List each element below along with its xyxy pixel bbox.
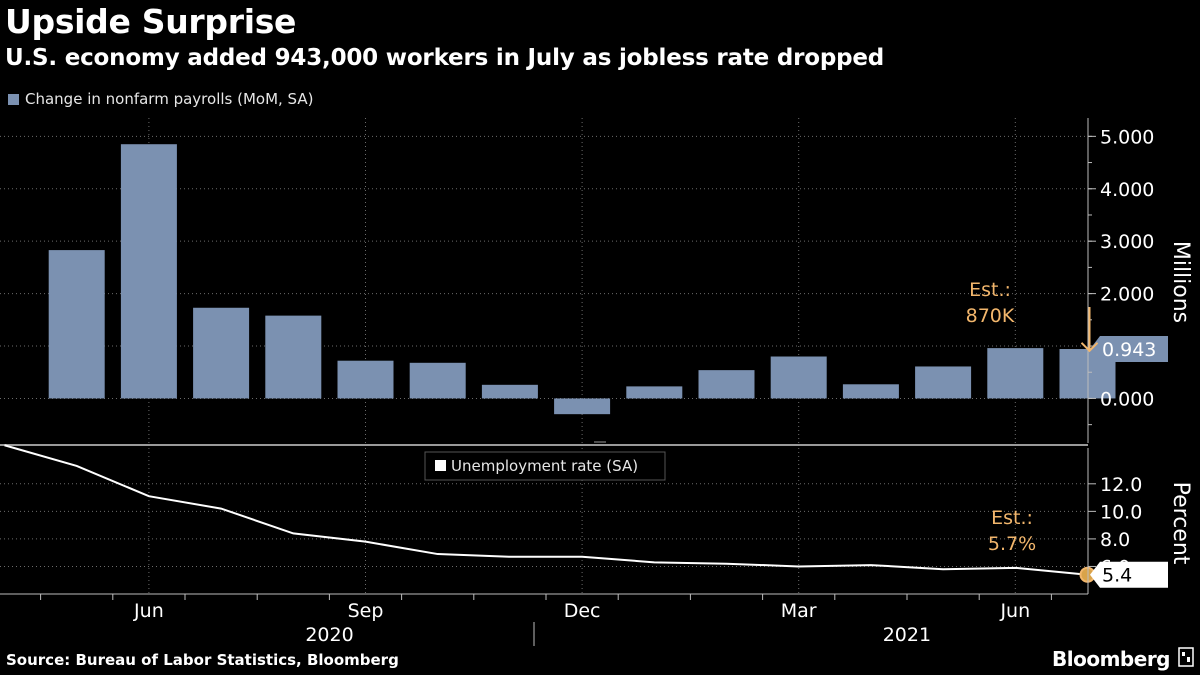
bar-payrolls-2021-02 [698, 370, 755, 399]
bar-payrolls-2020-11 [481, 384, 538, 399]
y-tick-label-bottom: 12.0 [1100, 474, 1142, 496]
y-tick-label-top: 3.000 [1100, 231, 1154, 253]
legend-payrolls: Change in nonfarm payrolls (MoM, SA) [8, 90, 313, 108]
x-tick-label: Jun [133, 600, 164, 622]
source-note: Source: Bureau of Labor Statistics, Bloo… [6, 651, 399, 669]
legend-swatch-payrolls [8, 93, 19, 105]
estimate-label-unemployment-line1: Est.: [991, 507, 1033, 529]
y-tick-label-top: 4.000 [1100, 179, 1154, 201]
estimate-label-unemployment-line2: 5.7% [988, 533, 1036, 555]
bar-payrolls-2021-03 [770, 356, 827, 399]
bar-payrolls-2020-09 [337, 360, 394, 399]
last-value-badge-unemployment [1090, 561, 1168, 588]
bar-payrolls-2021-04 [842, 384, 899, 399]
estimate-label-payrolls-line2: 870K [966, 305, 1015, 327]
bar-payrolls-2020-07 [193, 307, 250, 399]
chart-subtitle: U.S. economy added 943,000 workers in Ju… [5, 45, 885, 71]
y-tick-label-bottom: 10.0 [1100, 501, 1142, 523]
last-value-label-payrolls: 0.943 [1102, 339, 1156, 361]
chart-title: Upside Surprise [5, 2, 297, 41]
y-tick-label-top: 5.000 [1100, 126, 1154, 148]
last-value-label-unemployment: 5.4 [1102, 565, 1132, 587]
estimate-label-payrolls-line1: Est.: [969, 279, 1011, 301]
y-tick-label-bottom: 8.0 [1100, 529, 1130, 551]
last-value-badge-payrolls [1090, 336, 1168, 363]
line-unemployment [4, 444, 1088, 576]
y-axis-title-top: Millions [1168, 241, 1193, 323]
x-year-label: 2020 [305, 624, 353, 646]
x-tick-label: Mar [781, 600, 817, 622]
y-axis-title-bottom: Percent [1168, 482, 1193, 565]
bar-payrolls-2021-06 [987, 348, 1044, 399]
y-tick-label-top: 2.000 [1100, 284, 1154, 306]
legend-label-unemployment: Unemployment rate (SA) [451, 457, 638, 475]
bloomberg-terminal-icon [1178, 647, 1194, 667]
bar-payrolls-2020-05 [48, 250, 105, 399]
legend-box-unemployment [424, 451, 666, 481]
x-tick-label: Jun [999, 600, 1030, 622]
bar-payrolls-2020-12 [554, 398, 611, 415]
bar-payrolls-2021-01 [626, 386, 683, 399]
legend-label-payrolls: Change in nonfarm payrolls (MoM, SA) [25, 90, 314, 108]
legend-swatch-unemployment [435, 460, 446, 471]
bar-payrolls-2020-10 [409, 362, 466, 399]
x-tick-label: Sep [348, 600, 384, 622]
bar-payrolls-2020-08 [265, 315, 322, 399]
bar-payrolls-2021-05 [915, 366, 972, 399]
x-tick-label: Dec [564, 600, 601, 622]
x-year-label: 2021 [883, 624, 931, 646]
bar-payrolls-2020-06 [120, 144, 177, 399]
brand-logo: Bloomberg [1052, 647, 1170, 671]
y-tick-label-top: 0.000 [1100, 388, 1154, 410]
estimate-arrow-head [1080, 342, 1099, 353]
